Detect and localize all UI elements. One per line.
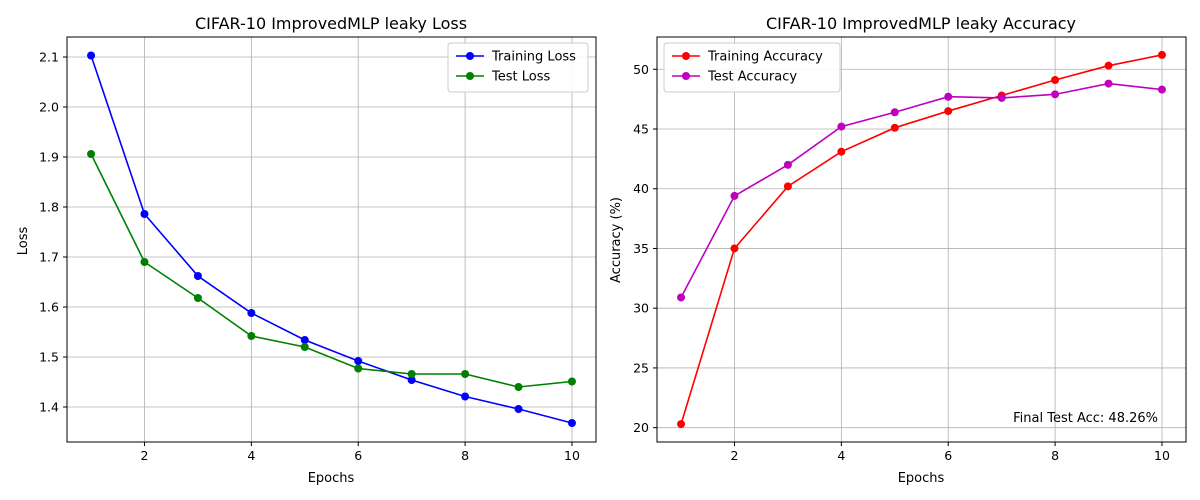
test-loss-line bbox=[90, 153, 573, 388]
test-accuracy-point bbox=[890, 108, 899, 117]
training-accuracy-point bbox=[890, 123, 899, 132]
training-accuracy-line bbox=[680, 54, 1163, 425]
training-loss-point bbox=[407, 376, 416, 384]
accuracy-plot-frame bbox=[656, 36, 1187, 443]
training-loss-line bbox=[90, 55, 573, 424]
training-loss-legend-marker bbox=[466, 52, 474, 60]
accuracy-y-axis-label: Accuracy (%) bbox=[609, 197, 624, 283]
training-accuracy-legend-marker bbox=[682, 52, 690, 60]
test-loss-point bbox=[87, 150, 96, 158]
training-accuracy-point bbox=[1157, 50, 1166, 59]
loss-y-tick-label: 2.0 bbox=[39, 100, 59, 115]
loss-legend: Training Loss Test Loss bbox=[447, 42, 589, 93]
loss-chart-title: CIFAR-10 ImprovedMLP leaky Loss bbox=[195, 14, 467, 33]
loss-ticks: 2 4 6 8 10 1.4 1.5 1.6 1.7 1.8 1.9 2.0 2.1 bbox=[39, 50, 580, 464]
accuracy-y-tick-label: 25 bbox=[633, 360, 649, 375]
test-accuracy-point bbox=[1157, 85, 1166, 94]
test-accuracy-point bbox=[837, 122, 846, 131]
accuracy-series bbox=[677, 50, 1166, 429]
training-accuracy-point bbox=[1104, 61, 1113, 70]
loss-x-tick-label: 10 bbox=[564, 448, 580, 463]
test-loss-point bbox=[247, 332, 256, 340]
test-loss-point bbox=[407, 370, 416, 378]
loss-plot-frame bbox=[66, 36, 597, 443]
test-accuracy-point bbox=[1051, 90, 1060, 99]
loss-y-axis-label: Loss bbox=[16, 227, 31, 256]
accuracy-chart-title: CIFAR-10 ImprovedMLP leaky Accuracy bbox=[766, 14, 1076, 33]
test-loss-point bbox=[193, 294, 202, 302]
test-loss-point bbox=[300, 343, 309, 351]
loss-x-axis-label: Epochs bbox=[308, 471, 355, 486]
loss-grid bbox=[67, 37, 596, 442]
test-accuracy-point bbox=[944, 92, 953, 101]
training-accuracy-point bbox=[783, 182, 792, 191]
accuracy-annotation: Final Test Acc: 48.26% bbox=[1013, 411, 1158, 426]
accuracy-y-tick-label: 35 bbox=[633, 241, 649, 256]
loss-y-tick-label: 1.7 bbox=[39, 250, 59, 265]
loss-x-tick-label: 2 bbox=[141, 448, 149, 463]
loss-y-tick-label: 1.8 bbox=[39, 200, 59, 215]
training-accuracy-point bbox=[730, 244, 739, 253]
test-loss-legend-marker bbox=[466, 72, 474, 80]
accuracy-x-tick-label: 6 bbox=[944, 448, 952, 463]
training-loss-point bbox=[567, 419, 576, 427]
loss-y-tick-label: 2.1 bbox=[39, 50, 59, 65]
accuracy-y-tick-label: 45 bbox=[633, 121, 649, 136]
test-loss-legend-label: Test Loss bbox=[491, 70, 550, 85]
accuracy-x-tick-label: 2 bbox=[731, 448, 739, 463]
test-accuracy-point bbox=[1104, 79, 1113, 88]
training-loss-point bbox=[247, 309, 256, 317]
accuracy-y-tick-label: 30 bbox=[633, 301, 649, 316]
loss-y-tick-label: 1.5 bbox=[39, 350, 59, 365]
training-loss-legend-label: Training Loss bbox=[491, 50, 576, 65]
test-loss-point bbox=[354, 364, 363, 373]
training-loss-point bbox=[354, 357, 363, 365]
accuracy-x-tick-label: 4 bbox=[837, 448, 845, 463]
test-accuracy-point bbox=[730, 191, 739, 200]
test-loss-point bbox=[514, 383, 523, 391]
accuracy-x-tick-label: 10 bbox=[1154, 448, 1170, 463]
loss-y-tick-label: 1.6 bbox=[39, 300, 59, 315]
training-loss-point bbox=[87, 51, 96, 60]
loss-y-tick-label: 1.4 bbox=[39, 400, 59, 415]
accuracy-x-axis-label: Epochs bbox=[898, 471, 945, 486]
accuracy-y-tick-label: 50 bbox=[633, 62, 649, 77]
training-loss-point bbox=[140, 210, 149, 218]
loss-x-tick-label: 4 bbox=[247, 448, 255, 463]
test-accuracy-point bbox=[997, 93, 1006, 102]
training-accuracy-point bbox=[1051, 76, 1060, 85]
loss-chart: 2 4 6 8 10 1.4 1.5 1.6 1.7 1.8 1.9 2.0 2.1 CIFAR-10 … bbox=[16, 14, 597, 486]
accuracy-chart: 2 4 6 8 10 20 25 30 35 40 45 50 CIFAR-10 ImprovedML… bbox=[609, 14, 1187, 486]
test-accuracy-point bbox=[783, 160, 792, 169]
training-loss-point bbox=[461, 392, 470, 401]
test-loss-point bbox=[140, 258, 149, 266]
accuracy-grid bbox=[657, 37, 1186, 442]
accuracy-legend-box bbox=[663, 42, 841, 93]
training-accuracy-point bbox=[837, 147, 846, 156]
training-loss-point bbox=[300, 336, 309, 344]
training-loss-point bbox=[514, 405, 523, 413]
test-loss-point bbox=[567, 377, 576, 386]
loss-y-tick-label: 1.9 bbox=[39, 150, 59, 165]
accuracy-ticks: 2 4 6 8 10 20 25 30 35 40 45 50 bbox=[633, 62, 1170, 463]
accuracy-y-tick-label: 40 bbox=[633, 181, 649, 196]
test-accuracy-line bbox=[680, 82, 1163, 298]
loss-series bbox=[87, 51, 576, 427]
loss-x-tick-label: 8 bbox=[461, 448, 469, 463]
loss-x-tick-label: 6 bbox=[354, 448, 362, 463]
training-accuracy-point bbox=[944, 107, 953, 116]
test-accuracy-point bbox=[677, 293, 686, 302]
accuracy-legend: Training Accuracy Test Accuracy bbox=[663, 42, 841, 93]
test-accuracy-legend-label: Test Accuracy bbox=[707, 70, 797, 85]
accuracy-y-tick-label: 20 bbox=[633, 420, 649, 435]
accuracy-x-tick-label: 8 bbox=[1051, 448, 1059, 463]
training-accuracy-point bbox=[677, 420, 686, 429]
training-accuracy-legend-label: Training Accuracy bbox=[707, 50, 823, 65]
test-accuracy-legend-marker bbox=[682, 72, 690, 80]
test-loss-point bbox=[461, 370, 470, 378]
training-loss-point bbox=[193, 272, 202, 280]
